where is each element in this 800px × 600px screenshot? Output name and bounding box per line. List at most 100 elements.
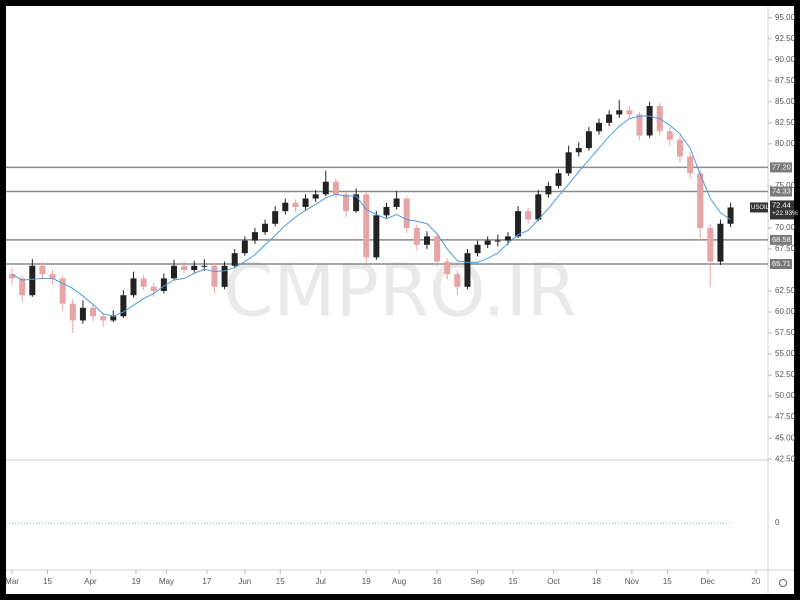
candle-body [100, 316, 107, 321]
y-tick-label: 85.00 [775, 97, 796, 106]
y-tick-label: 57.50 [775, 328, 796, 337]
x-tick-label: 15 [43, 577, 52, 586]
candle-body [626, 110, 633, 115]
candle-body [687, 156, 694, 174]
chart-background [6, 6, 794, 594]
y-tick-label: 50.00 [775, 391, 796, 400]
y-tick-label: 55.00 [775, 349, 796, 358]
x-tick-label: May [159, 577, 174, 586]
candle-body [312, 194, 319, 199]
y-tick-label: 60.00 [775, 307, 796, 316]
x-tick-label: 17 [202, 577, 211, 586]
level-tag [770, 186, 792, 197]
watermark: CMPRO.IR [223, 249, 577, 333]
y-tick-label: 67.50 [775, 244, 796, 253]
candle-body [332, 181, 339, 195]
candle-body [727, 207, 734, 224]
candle-body [413, 227, 420, 245]
candle-body [90, 307, 97, 317]
candle-body [585, 131, 592, 149]
x-tick-label: Apr [84, 577, 97, 586]
candle-body [150, 286, 157, 292]
x-tick-label: 16 [433, 577, 442, 586]
y-tick-label: 80.00 [775, 139, 796, 148]
candle-body [302, 198, 309, 207]
candle-body [646, 106, 653, 136]
level-label: 65.71 [772, 259, 791, 268]
price-tag [770, 200, 794, 220]
y-tick-label: 92.50 [775, 34, 796, 43]
x-tick-label: Dec [701, 577, 715, 586]
candle-body [29, 265, 36, 296]
moving-average [11, 115, 731, 317]
candle-body [717, 223, 724, 262]
symbol-label: USOIL [751, 205, 770, 211]
candle-body [221, 265, 228, 287]
candle-body [697, 173, 704, 228]
candle-body [140, 278, 147, 287]
x-tick-label: 15 [663, 577, 672, 586]
candle-body [59, 278, 66, 304]
candle-body [676, 139, 683, 157]
candle-body [322, 181, 329, 195]
candle-body [79, 307, 86, 321]
y-tick-label: 42.50 [775, 454, 796, 463]
level-tag [770, 162, 792, 173]
candle-body [565, 152, 572, 174]
candle-body [241, 240, 248, 254]
x-tick-label: Nov [625, 577, 639, 586]
candle-body [49, 274, 56, 279]
y-tick-label: 95.00 [775, 13, 796, 22]
candle-body [636, 114, 643, 136]
candle-body [120, 295, 127, 317]
candle-body [434, 236, 441, 262]
settings-icon[interactable] [779, 579, 787, 587]
level-label: 74.33 [772, 187, 791, 196]
x-tick-label: 18 [592, 577, 601, 586]
candle-body [596, 122, 603, 132]
candle-body [383, 206, 390, 216]
candle-body [616, 110, 623, 115]
candle-body [191, 265, 198, 270]
level-label: 68.58 [772, 235, 791, 244]
candle-body [251, 232, 258, 241]
candle-body [110, 316, 117, 321]
candle-body [353, 194, 360, 212]
y-tick-label: 47.50 [775, 412, 796, 421]
indicator-tick-label: 0 [775, 518, 780, 527]
x-tick-label: Mar [5, 577, 19, 586]
y-tick-label: 82.50 [775, 118, 796, 127]
candle-body [484, 240, 491, 245]
candle-body [707, 227, 714, 262]
y-tick-label: 75.00 [775, 181, 796, 190]
candle-body [403, 198, 410, 228]
candle-body [494, 240, 501, 242]
candle-body [464, 253, 471, 287]
candle-body [160, 278, 167, 292]
x-tick-label: 15 [509, 577, 518, 586]
level-tag [770, 259, 792, 270]
candle-body [575, 148, 582, 153]
candle-body [262, 223, 269, 233]
symbol-tag [750, 202, 768, 213]
level-tag [770, 234, 792, 245]
x-tick-label: 19 [132, 577, 141, 586]
candle-body [69, 303, 76, 321]
candle-body [545, 185, 552, 195]
x-tick-label: 19 [362, 577, 371, 586]
x-tick-label: Jul [316, 577, 326, 586]
x-tick-label: Aug [392, 577, 406, 586]
change-label: +22.93% [772, 210, 798, 217]
x-tick-label: 20 [751, 577, 760, 586]
candle-body [525, 211, 532, 220]
candle-body [515, 211, 522, 237]
y-tick-label: 87.50 [775, 76, 796, 85]
candle-body [9, 274, 16, 279]
x-tick-label: Sep [470, 577, 485, 586]
y-tick-label: 45.00 [775, 433, 796, 442]
candle-body [666, 131, 673, 140]
candle-body [393, 198, 400, 207]
candle-body [39, 265, 46, 275]
